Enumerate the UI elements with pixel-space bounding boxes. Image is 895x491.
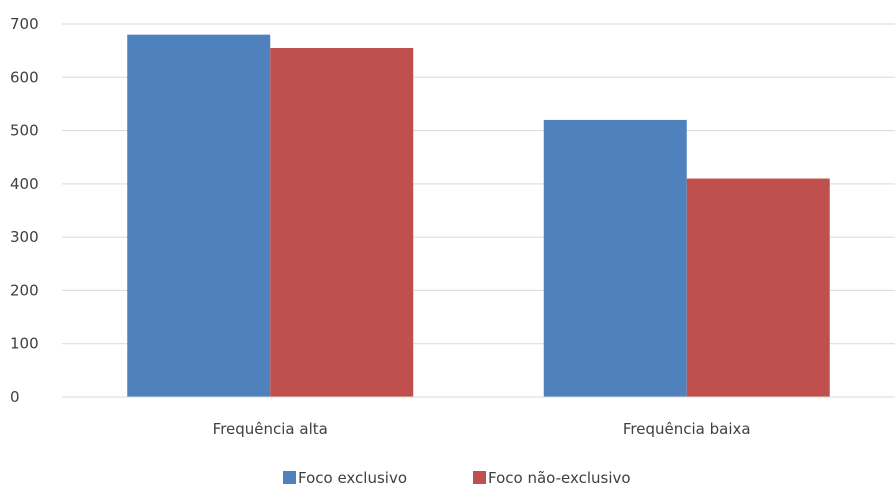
bar: [127, 34, 271, 398]
legend: Foco exclusivo Foco não-exclusivo: [283, 469, 631, 487]
y-tick-label: 500: [10, 122, 39, 140]
y-tick-label: 700: [10, 15, 39, 33]
x-tick-label: Frequência baixa: [623, 420, 751, 438]
legend-label: Foco exclusivo: [298, 469, 407, 487]
y-tick-label: 300: [10, 228, 39, 246]
x-tick-label: Frequência alta: [213, 420, 328, 438]
bar: [543, 119, 687, 398]
legend-label: Foco não-exclusivo: [488, 469, 631, 487]
y-tick-label: 0: [10, 388, 20, 406]
y-tick-label: 400: [10, 175, 39, 193]
legend-swatch: [283, 471, 296, 484]
legend-swatch: [473, 471, 486, 484]
y-tick-label: 600: [10, 68, 39, 86]
bar: [270, 47, 414, 397]
x-axis-tick-labels: Frequência alta Frequência baixa: [213, 420, 751, 438]
y-tick-label: 200: [10, 281, 39, 299]
bar: [686, 178, 830, 397]
bars: [127, 34, 830, 398]
y-tick-label: 100: [10, 335, 39, 353]
y-axis-tick-labels: 0 100 200 300 400 500 600 700: [10, 15, 39, 406]
